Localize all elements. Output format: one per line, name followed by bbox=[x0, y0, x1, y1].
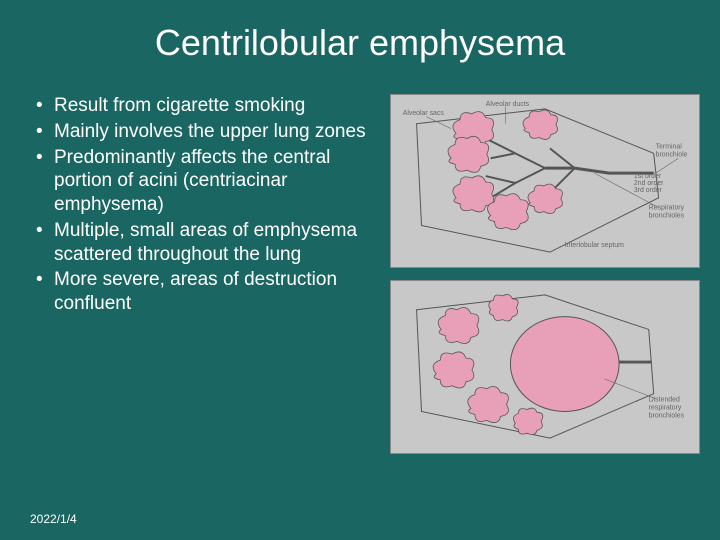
label-respiratory: Respiratory bronchioles bbox=[649, 205, 686, 220]
diagram-column: Interlobular septum bbox=[390, 94, 700, 454]
content-row: Result from cigarette smoking Mainly inv… bbox=[0, 64, 720, 454]
list-item: More severe, areas of destruction conflu… bbox=[32, 268, 374, 316]
label-septum: Interlobular septum bbox=[565, 242, 624, 249]
label-alveolar-sacs: Alveolar sacs bbox=[403, 110, 445, 117]
diagram-normal-acinus: Interlobular septum bbox=[390, 94, 700, 268]
bullet-list: Result from cigarette smoking Mainly inv… bbox=[32, 94, 374, 316]
bullet-column: Result from cigarette smoking Mainly inv… bbox=[20, 94, 374, 454]
label-alveolar-ducts: Alveolar ducts bbox=[486, 101, 530, 108]
label-distended: Distended respiratory bronchioles bbox=[649, 397, 685, 420]
list-item: Result from cigarette smoking bbox=[32, 94, 374, 118]
list-item: Mainly involves the upper lung zones bbox=[32, 120, 374, 144]
slide-title: Centrilobular emphysema bbox=[0, 0, 720, 64]
footer-date: 2022/1/4 bbox=[30, 512, 77, 526]
list-item: Predominantly affects the central portio… bbox=[32, 146, 374, 217]
list-item: Multiple, small areas of emphysema scatt… bbox=[32, 219, 374, 267]
diagram-emphysema-acinus: Distended respiratory bronchioles bbox=[390, 280, 700, 454]
label-orders: 1st order 2nd order 3rd order bbox=[634, 173, 666, 194]
label-terminal: Terminal bronchiole bbox=[656, 143, 688, 158]
